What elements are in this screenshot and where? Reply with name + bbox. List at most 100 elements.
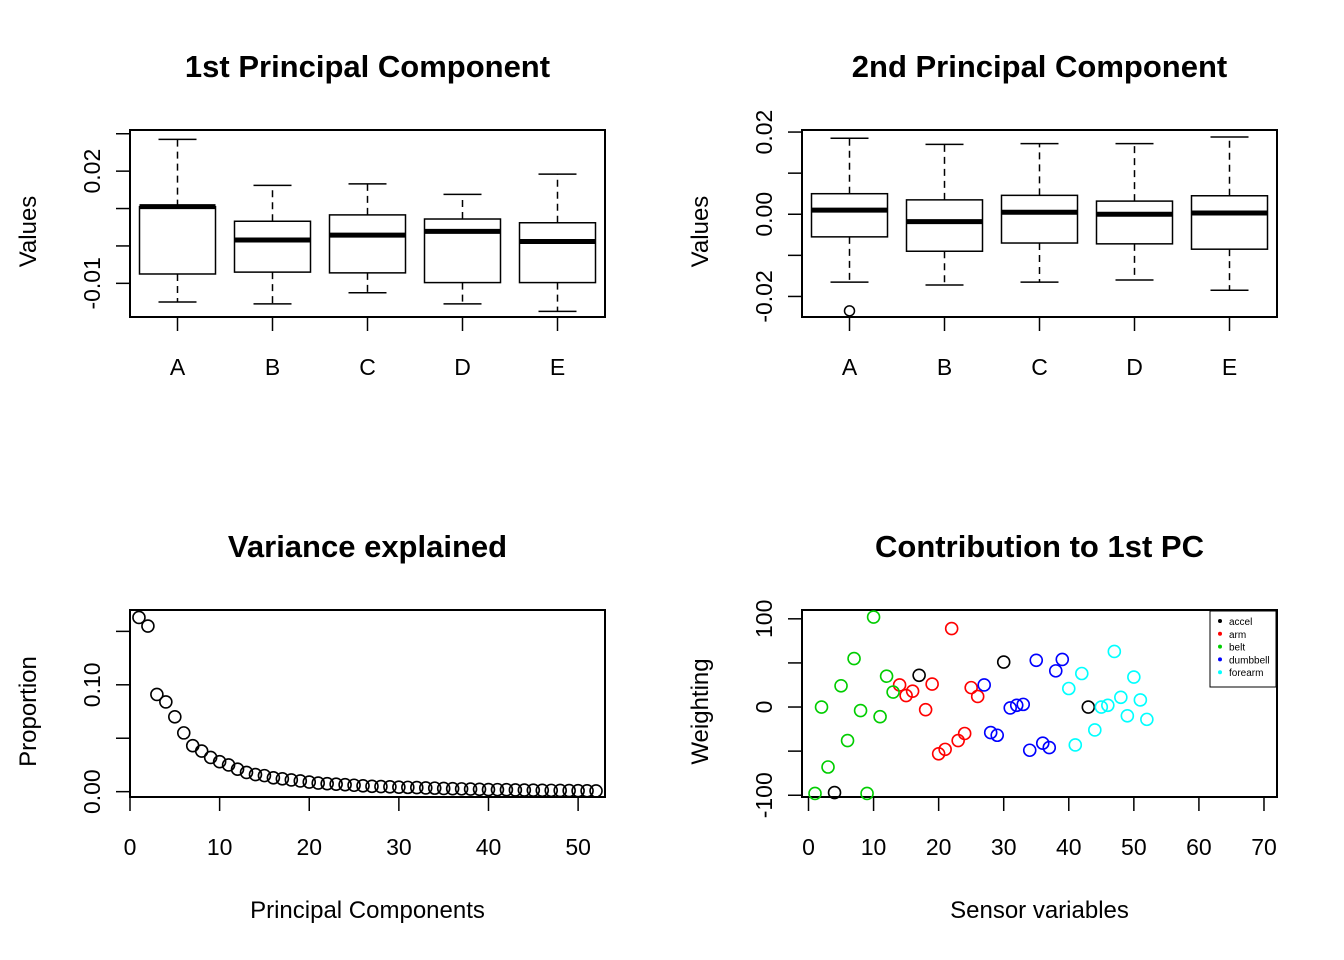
legend-label: belt: [1229, 643, 1245, 654]
point-accel: [996, 655, 1011, 669]
variance-point: [481, 782, 496, 797]
variance-point: [212, 754, 227, 769]
point-dumbbell: [1048, 664, 1063, 678]
box-iqr: [1000, 194, 1079, 244]
point-belt: [808, 786, 822, 801]
variance-point: [257, 768, 272, 783]
box-C: [1000, 142, 1079, 283]
variance-point: [544, 783, 559, 798]
variance-point: [526, 783, 541, 797]
variance-point: [338, 777, 352, 792]
chart-panel-3: Variance explained Proportion Principal Co…: [15, 529, 606, 924]
point-forearm: [1107, 644, 1122, 659]
variance-point: [356, 778, 370, 793]
point-belt: [886, 685, 900, 699]
point-forearm: [1101, 698, 1115, 713]
box-iqr: [1095, 200, 1174, 245]
x-tick-label: 70: [1251, 834, 1277, 860]
box-C: [328, 183, 407, 294]
outlier-point: [843, 305, 856, 317]
legend-label: dumbbell: [1229, 655, 1270, 666]
x-axis-label: Sensor variables: [950, 897, 1129, 924]
point-belt: [873, 709, 887, 724]
x-tick-label: 40: [1056, 834, 1082, 860]
y-tick-label: 0.00: [79, 769, 105, 814]
y-axis-label: Proportion: [15, 656, 42, 767]
variance-point: [490, 782, 505, 797]
point-dumbbell: [990, 728, 1005, 743]
point-dumbbell: [1055, 652, 1070, 667]
box-iqr: [1190, 195, 1269, 250]
point-forearm: [1120, 709, 1135, 723]
variance-point: [230, 762, 245, 777]
variance-point: [176, 726, 191, 740]
point-accel: [827, 785, 842, 800]
variance-point: [571, 783, 585, 798]
legend-marker: [1218, 644, 1222, 649]
point-dumbbell: [1016, 697, 1031, 712]
variance-point: [347, 778, 361, 793]
chart-title: Variance explained: [228, 529, 507, 564]
variance-point: [436, 781, 451, 796]
variance-point: [589, 784, 603, 798]
y-tick-label: -0.02: [751, 270, 777, 322]
x-tick-label: 60: [1186, 834, 1212, 860]
variance-point: [329, 777, 343, 791]
y-tick-label: -0.01: [79, 257, 105, 309]
x-tick-label: 30: [386, 834, 412, 860]
x-tick-label: 50: [1121, 834, 1147, 860]
chart-panel-2: 2nd Principal Component Values -0.02 0.00 0.…: [687, 49, 1278, 380]
point-arm: [957, 726, 972, 741]
x-tick-label: 20: [926, 834, 952, 860]
variance-point: [463, 782, 478, 796]
point-belt: [840, 733, 855, 748]
x-tick-label: C: [359, 354, 376, 380]
point-forearm: [1094, 700, 1109, 714]
point-arm: [938, 742, 952, 757]
variance-point: [517, 783, 532, 797]
variance-point: [374, 779, 388, 794]
y-tick-label: 0.02: [751, 110, 777, 155]
box-iqr: [905, 199, 984, 252]
legend-label: accel: [1229, 617, 1252, 628]
variance-point: [275, 772, 290, 786]
point-arm: [951, 733, 965, 748]
chart-title: Contribution to 1st PC: [875, 529, 1204, 564]
variance-point: [418, 781, 433, 795]
variance-point: [302, 775, 317, 789]
x-tick-label: 10: [207, 834, 233, 860]
box-A: [138, 138, 217, 303]
legend-marker: [1218, 631, 1222, 636]
box-E: [1190, 136, 1269, 292]
point-arm: [970, 689, 985, 704]
y-axis-label: Values: [687, 196, 714, 268]
y-tick-label: 0.02: [79, 149, 105, 194]
y-tick-label: 0.10: [79, 662, 105, 707]
variance-point: [508, 783, 523, 797]
point-arm: [905, 684, 920, 698]
variance-point: [168, 710, 182, 724]
x-tick-label: 30: [991, 834, 1017, 860]
point-belt: [860, 786, 874, 801]
point-arm: [944, 621, 959, 636]
variance-point: [401, 780, 415, 795]
legend-marker: [1218, 657, 1222, 662]
box-iqr: [138, 205, 217, 275]
variance-point: [194, 744, 209, 758]
point-accel: [1081, 700, 1096, 714]
variance-point: [141, 619, 155, 633]
point-belt: [853, 703, 868, 718]
x-tick-label: A: [170, 354, 186, 380]
point-forearm: [1061, 681, 1076, 696]
point-belt: [866, 610, 881, 624]
variance-point: [427, 781, 442, 795]
point-dumbbell: [1009, 698, 1024, 713]
box-iqr: [328, 214, 407, 274]
chart-panel-4: Contribution to 1st PC Weighting Sensor va…: [687, 529, 1278, 924]
point-forearm: [1140, 712, 1154, 727]
y-tick-label: 0.00: [751, 192, 777, 237]
point-dumbbell: [1022, 743, 1037, 758]
plot-frame: [801, 609, 1278, 798]
box-iqr: [233, 220, 312, 273]
